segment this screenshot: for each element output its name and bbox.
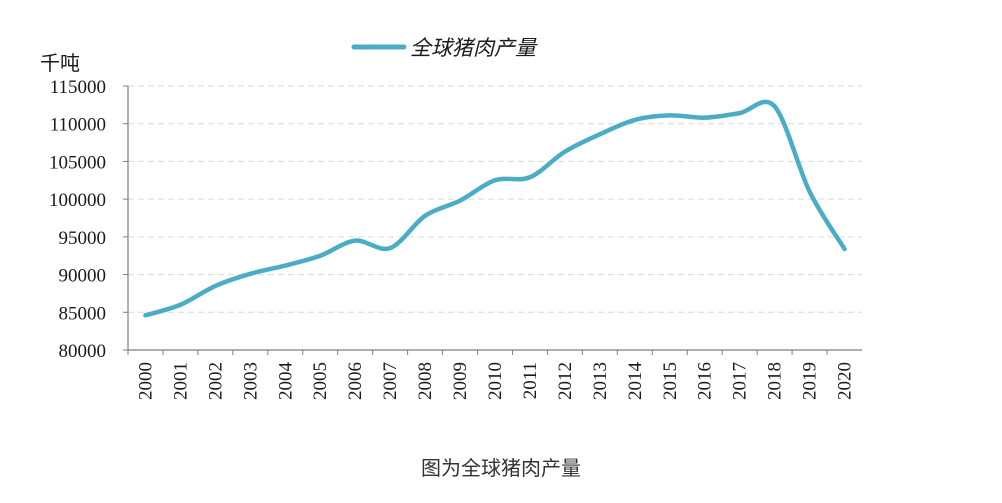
y-tick-label: 115000 (50, 77, 106, 98)
x-tick-label: 2003 (240, 362, 261, 400)
x-tick-label: 2004 (275, 362, 296, 401)
data-point (773, 104, 777, 108)
y-tick-label: 80000 (59, 341, 107, 362)
x-tick-label: 2018 (765, 362, 786, 400)
legend-label: 全球猪肉产量 (410, 36, 538, 60)
data-point (703, 116, 707, 120)
data-point (563, 150, 567, 154)
series-line-pork-production (143, 99, 847, 318)
x-tick-labels: 2000 2001 2002 2003 2004 2005 2006 2007 2008 2009… (127, 350, 856, 401)
data-point (738, 111, 742, 115)
x-tick-label: 2008 (415, 362, 436, 400)
data-point (528, 175, 532, 179)
x-tick-label: 2009 (450, 362, 471, 400)
data-point (633, 118, 637, 122)
legend: 全球猪肉产量 (351, 36, 538, 60)
data-point (318, 254, 322, 258)
x-tick-label: 2011 (520, 362, 541, 399)
data-point (143, 313, 147, 317)
data-point (248, 272, 252, 276)
x-tick-label: 2015 (660, 362, 681, 400)
x-tick-label: 2016 (695, 362, 716, 400)
x-tick-label: 2019 (800, 362, 821, 400)
y-tick-label: 105000 (49, 152, 106, 173)
data-point (283, 264, 287, 268)
x-tick-label: 2002 (205, 362, 226, 400)
x-tick-label: 2010 (485, 362, 506, 400)
y-tick-label: 110000 (50, 115, 106, 136)
series-points (143, 104, 846, 317)
data-point (808, 190, 812, 194)
x-tick-label: 2000 (135, 362, 156, 400)
data-point (458, 199, 462, 203)
x-tick-label: 2014 (625, 362, 646, 401)
data-point (423, 214, 427, 218)
data-point (178, 303, 182, 307)
x-tick-label: 2007 (380, 362, 401, 400)
x-tick-label: 2017 (730, 362, 751, 400)
y-tick-label: 85000 (59, 303, 107, 324)
x-tick-label: 2013 (590, 362, 611, 400)
data-point (353, 239, 357, 243)
data-point (213, 284, 217, 288)
y-tick-label: 90000 (59, 266, 107, 287)
x-tick-label: 2006 (345, 362, 366, 400)
data-point (843, 247, 847, 251)
data-point (388, 246, 392, 250)
figure-caption: 图为全球猪肉产量 (421, 456, 581, 480)
y-tick-label: 100000 (49, 190, 106, 211)
x-tick-label: 2005 (310, 362, 331, 400)
y-tick-label: 95000 (59, 228, 107, 249)
x-tick-label: 2020 (835, 362, 856, 400)
x-tick-label: 2001 (170, 362, 191, 400)
data-point (668, 113, 672, 117)
data-point (598, 132, 602, 136)
y-axis-unit-label: 千吨 (40, 51, 80, 75)
y-tick-labels: 80000 85000 90000 95000 100000 105000 110000 11… (49, 77, 128, 362)
data-point (493, 178, 497, 182)
x-tick-label: 2012 (555, 362, 576, 400)
